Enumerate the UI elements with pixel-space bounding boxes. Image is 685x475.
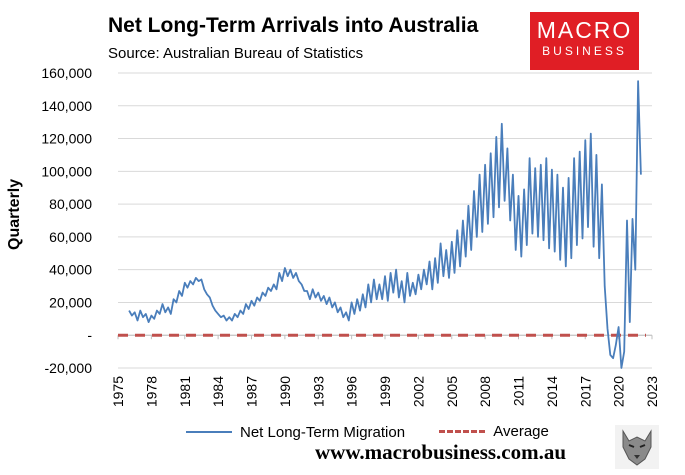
y-tick-label: 40,000 xyxy=(49,262,92,278)
website-url: www.macrobusiness.com.au xyxy=(315,440,567,464)
x-tick-label: 2005 xyxy=(444,376,460,407)
wolf-icon xyxy=(615,425,659,469)
legend: Net Long-Term Migration Average xyxy=(186,420,579,441)
legend-item-net-migration: Net Long-Term Migration xyxy=(186,424,405,441)
legend-item-average: Average xyxy=(439,423,549,440)
x-tick-label: 2014 xyxy=(544,376,560,407)
logo-line-1: MACRO xyxy=(536,17,633,43)
x-tick-label: 2020 xyxy=(611,376,627,407)
y-tick-label: -20,000 xyxy=(45,360,93,376)
x-tick-label: 1987 xyxy=(244,376,260,407)
chart-title: Net Long-Term Arrivals into Australia xyxy=(108,14,479,37)
legend-label-net-migration: Net Long-Term Migration xyxy=(240,423,406,441)
x-tick-label: 2023 xyxy=(644,376,660,407)
y-tick-label: 80,000 xyxy=(49,196,92,212)
y-tick-label: 160,000 xyxy=(41,65,92,81)
x-tick-label: 1996 xyxy=(344,376,360,407)
y-tick-label: 100,000 xyxy=(41,163,92,179)
y-tick-labels: -20,000-20,00040,00060,00080,000100,0001… xyxy=(41,65,92,376)
x-tick-label: 2011 xyxy=(511,376,527,406)
series-line-net-migration xyxy=(128,80,642,369)
x-tick-label: 1984 xyxy=(210,376,226,407)
y-tick-label: - xyxy=(87,327,92,343)
x-tick-label: 1978 xyxy=(143,376,159,407)
y-tick-label: 60,000 xyxy=(49,229,92,245)
x-tick-label: 1981 xyxy=(177,376,193,407)
chart-subtitle: Source: Australian Bureau of Statistics xyxy=(108,45,364,62)
x-tick-label: 1990 xyxy=(277,376,293,407)
x-tick-label: 1999 xyxy=(377,376,393,407)
legend-swatch-average xyxy=(439,430,486,433)
x-tick-label: 1993 xyxy=(310,376,326,407)
macrobusiness-logo: MACRO BUSINESS xyxy=(530,12,639,70)
x-tick-labels: 1975 1978 1981 1984 1987 1990 1993 1996 1999 2002… xyxy=(110,376,660,407)
x-tick-label: 1975 xyxy=(110,376,126,407)
logo-line-2: BUSINESS xyxy=(542,44,627,58)
x-tick-label: 2008 xyxy=(477,376,493,407)
y-tick-label: 120,000 xyxy=(41,131,92,147)
series-layer xyxy=(118,80,646,369)
x-tick-label: 2017 xyxy=(577,376,593,407)
legend-label-average: Average xyxy=(493,423,549,440)
x-tick-label: 2002 xyxy=(410,376,426,407)
y-tick-label: 140,000 xyxy=(41,98,92,114)
legend-swatch-net-migration xyxy=(186,431,232,433)
y-tick-label: 20,000 xyxy=(49,294,92,310)
